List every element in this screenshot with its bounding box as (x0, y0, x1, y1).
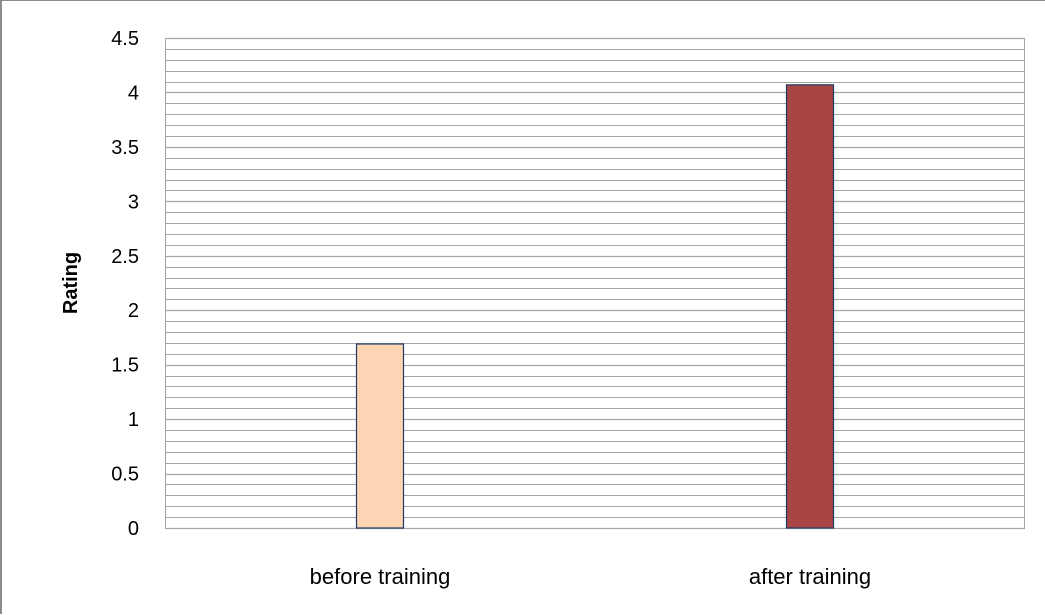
y-tick-label: 2 (128, 300, 139, 322)
x-category-label: before training (310, 564, 451, 589)
bar-after-training (785, 84, 835, 529)
y-tick-label: 1.5 (111, 355, 139, 377)
y-tick-label: 4.5 (111, 28, 139, 50)
y-tick-label: 0.5 (111, 464, 139, 486)
y-axis-ticks: 0 0.5 1 1.5 2 2.5 3 3.5 4 4.5 (111, 28, 139, 540)
x-axis-labels: before training after training (310, 564, 871, 589)
bars (355, 84, 835, 529)
gridlines (165, 37, 1025, 530)
bar-before-training (355, 343, 405, 529)
y-tick-label: 3 (128, 191, 139, 213)
y-axis-label: Rating (60, 252, 82, 314)
y-tick-label: 3.5 (111, 137, 139, 159)
y-tick-label: 4 (128, 82, 139, 104)
y-tick-label: 1 (128, 409, 139, 431)
y-tick-label: 2.5 (111, 246, 139, 268)
x-category-label: after training (749, 564, 871, 589)
y-tick-label: 0 (128, 518, 139, 540)
